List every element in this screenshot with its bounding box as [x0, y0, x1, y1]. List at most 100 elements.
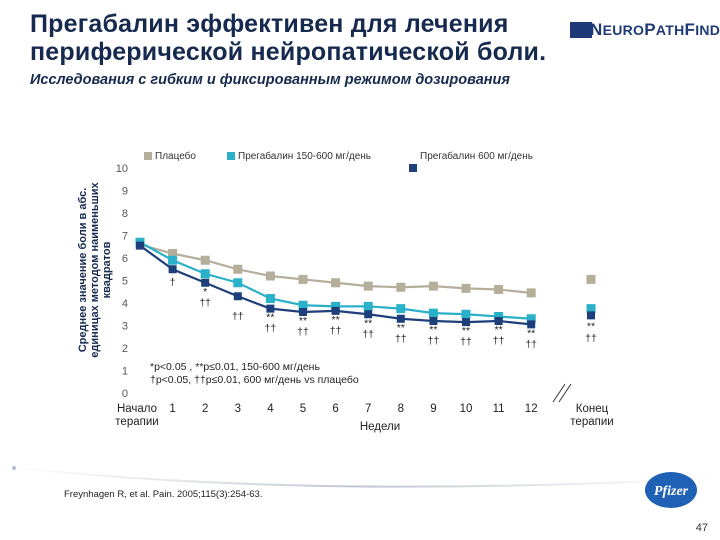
- series-2: [136, 241, 595, 329]
- series-2-point-5: [299, 308, 307, 316]
- logo-text-ath: ATH: [655, 22, 685, 38]
- series-2-point-9: [429, 317, 438, 325]
- x-tick-label-5: 5: [300, 403, 306, 415]
- x-tick-label-0: Начало: [117, 403, 157, 415]
- series-1-point-6: [331, 301, 341, 311]
- y-tick-label-5: 5: [122, 276, 128, 288]
- series-0-point-10: [461, 283, 471, 293]
- sig-lower-8: ††: [395, 333, 407, 345]
- swoosh-dot: [12, 466, 16, 470]
- x-tick-label-1: 1: [169, 403, 175, 415]
- x-tick-label-2: 2: [202, 403, 208, 415]
- pfizer-logo-text: Pfizer: [654, 484, 689, 499]
- series-2-point-7: [364, 310, 373, 319]
- slide-subtitle: Исследования с гибким и фиксированным ре…: [30, 72, 510, 88]
- logo-letter-p: P: [644, 20, 656, 39]
- title-line-2: периферической нейропатической боли.: [30, 38, 547, 66]
- sig-lower-12: ††: [525, 338, 537, 350]
- series-1-point-9: [428, 308, 438, 318]
- sig-upper-2: *: [203, 286, 207, 298]
- logo-mark: [570, 22, 592, 38]
- series-0-point-8: [396, 282, 406, 292]
- series-1-point-5: [298, 300, 308, 310]
- series-0: [135, 240, 596, 298]
- page-number: 47: [695, 522, 708, 534]
- legend-label-2: Прегабалин 600 мг/день: [420, 150, 533, 162]
- reference-footnote: Freynhagen R, et al. Pain. 2005;115(3):2…: [64, 489, 263, 500]
- axis-break-mark-1: [552, 383, 566, 403]
- y-tick-label-9: 9: [122, 186, 128, 198]
- endpoint-label-line-2: терапии: [570, 416, 613, 428]
- series-0-point-5: [298, 274, 308, 284]
- axis-break-mark-2: [558, 383, 572, 403]
- y-tick-label-0: 0: [122, 388, 128, 400]
- series-0-point-11: [494, 285, 504, 294]
- sig-upper-8: **: [397, 322, 405, 334]
- series-2-endpoint: [587, 311, 595, 320]
- y-axis-title-line-2: единицах методом наименьших: [89, 181, 101, 357]
- neuropathfinder-logo: NEUROPATHFINDER: [590, 20, 720, 40]
- significance-note-2: †p<0.05, ††p≤0.01, 600 мг/день vs плацеб…: [150, 374, 359, 386]
- series-0-point-6: [331, 278, 341, 288]
- logo-text-euro: EURO: [602, 22, 645, 38]
- slide-title: Прегабалин эффективен для лечения перифе…: [30, 10, 546, 66]
- sig-upper-11: **: [495, 324, 503, 336]
- logo-letter-f: F: [684, 20, 696, 39]
- x-tick-label-11: 11: [493, 403, 505, 415]
- x-tick-label-3: 3: [235, 403, 241, 415]
- x-tick-label-10: 10: [460, 403, 473, 415]
- significance-note-1: *p<0.05 , **p≤0.01, 150-600 мг/день: [150, 361, 320, 373]
- y-tick-label-2: 2: [122, 343, 128, 355]
- axis-break-marks: [552, 383, 572, 403]
- series-1-point-12: [526, 314, 536, 324]
- y-axis-title-line-3: квадратов: [101, 241, 113, 298]
- series-1-point-7: [363, 301, 373, 311]
- sig-lower-10: ††: [460, 336, 472, 348]
- series-1-point-8: [396, 304, 406, 314]
- series-0-point-2: [200, 255, 210, 265]
- series-1-point-11: [494, 312, 504, 321]
- sig-endpoint-lower: ††: [585, 332, 597, 344]
- sig-upper-9: **: [429, 324, 437, 336]
- sig-lower-2: ††: [199, 297, 211, 309]
- x-tick-label-4: 4: [267, 403, 274, 415]
- legend-label-1: Прегабалин 150-600 мг/день: [238, 150, 371, 162]
- series-2-point-10: [462, 318, 470, 327]
- sig-upper-4: **: [266, 312, 274, 324]
- sig-lower-4: ††: [265, 323, 277, 335]
- x-tick-label-9: 9: [430, 403, 436, 415]
- decorative-swoosh: [0, 465, 720, 488]
- sig-lower-11: ††: [493, 335, 505, 347]
- series-1-point-2: [200, 269, 210, 279]
- series-0-point-12: [526, 288, 536, 298]
- legend-swatch-2: [409, 164, 417, 172]
- sig-upper-7: **: [364, 317, 372, 329]
- x-tick-label-12: 12: [525, 403, 538, 415]
- series-0-endpoint: [586, 274, 596, 284]
- sig-upper-10: **: [462, 325, 470, 337]
- y-tick-label-3: 3: [122, 321, 128, 333]
- significance-markers: *** ** ** ** ** ** ** ** **††††††† †† †† †† †† †† †† ††…: [170, 276, 597, 350]
- series-0-point-9: [428, 281, 438, 291]
- endpoint-label-line-1: Конец: [576, 403, 609, 415]
- y-tick-label-6: 6: [122, 253, 128, 265]
- series-2-point-4: [266, 304, 275, 313]
- x-axis-title: Недели: [360, 421, 400, 433]
- pfizer-logo-oval: [645, 472, 697, 508]
- series-2-point-8: [396, 314, 405, 323]
- series-1-point-4: [265, 294, 275, 303]
- y-axis-title-line-1: Среднее значение боли в абс.: [77, 188, 89, 353]
- x-tick-label-8: 8: [398, 403, 404, 415]
- series-0-point-1: [168, 249, 178, 258]
- legend-label-0: Плацебо: [155, 150, 196, 162]
- pfizer-logo: Pfizer: [645, 472, 697, 508]
- series-0-point-4: [265, 271, 275, 281]
- y-tick-label-4: 4: [122, 298, 128, 310]
- series-2-point-12: [527, 320, 536, 329]
- sig-endpoint-upper: **: [587, 320, 595, 332]
- series-2-point-11: [494, 317, 503, 325]
- legend: Плацебо Прегабалин 150-600 мг/день Прегаба…: [144, 150, 533, 172]
- sig-lower-7: ††: [362, 328, 374, 340]
- series-1-point-1: [168, 255, 178, 265]
- y-tick-label-1: 1: [122, 366, 128, 378]
